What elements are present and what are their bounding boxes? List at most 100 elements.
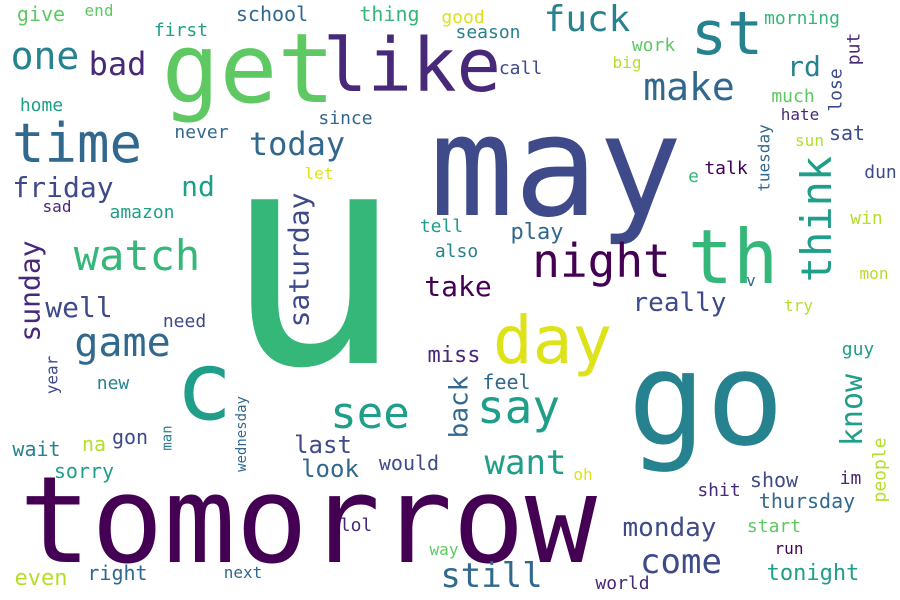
word-come: come xyxy=(640,541,722,582)
word-go: go xyxy=(627,323,785,475)
word-would: would xyxy=(378,451,440,475)
word-fuck: fuck xyxy=(543,0,631,40)
word-right: right xyxy=(87,561,148,585)
word-like: like xyxy=(322,22,502,109)
word-world: world xyxy=(595,573,650,594)
word-tonight: tonight xyxy=(766,560,860,586)
word-first: first xyxy=(153,20,209,41)
word-one: one xyxy=(10,34,80,78)
word-season: season xyxy=(455,22,521,43)
word-shit: shit xyxy=(697,480,741,501)
word-see: see xyxy=(330,388,410,439)
word-play: play xyxy=(510,220,564,245)
word-new: new xyxy=(96,373,130,394)
word-feel: feel xyxy=(482,370,531,394)
word-amazon: amazon xyxy=(109,202,175,223)
word-u: u xyxy=(222,85,404,434)
word-show: show xyxy=(749,468,799,492)
word-mon: mon xyxy=(859,264,889,283)
word-man: man xyxy=(159,425,176,451)
word-next: next xyxy=(223,562,263,582)
word-good: good xyxy=(441,7,485,28)
word-let: let xyxy=(304,163,334,183)
word-bad: bad xyxy=(88,45,147,83)
word-dun: dun xyxy=(864,162,897,183)
word-sunday: sunday xyxy=(14,240,47,342)
word-wednesday: wednesday xyxy=(233,396,250,472)
word-get: get xyxy=(161,12,336,125)
word-call: call xyxy=(498,58,543,79)
word-th: th xyxy=(687,212,779,301)
word-sad: sad xyxy=(42,197,72,216)
word-run: run xyxy=(774,538,804,558)
word-today: today xyxy=(248,125,346,163)
word-try: try xyxy=(784,296,813,315)
word-say: say xyxy=(476,380,561,434)
word-end: end xyxy=(84,1,114,20)
word-watch: watch xyxy=(73,231,201,280)
word-wait: wait xyxy=(12,437,61,461)
word-monday: monday xyxy=(622,512,717,543)
word-know: know xyxy=(835,373,870,447)
word-year: year xyxy=(42,355,61,395)
word-gon: gon xyxy=(111,425,149,449)
word-start: start xyxy=(746,515,802,537)
word-night: night xyxy=(532,234,671,288)
word-time: time xyxy=(11,111,143,175)
word-sun: sun xyxy=(795,130,824,150)
word-even: even xyxy=(14,566,68,591)
word-may: may xyxy=(429,86,683,249)
word-nd: nd xyxy=(181,170,215,203)
word-since: since xyxy=(318,108,373,129)
word-hate: hate xyxy=(780,105,820,124)
word-st: st xyxy=(690,0,764,69)
word-school: school xyxy=(235,2,309,26)
word-never: never xyxy=(174,122,229,143)
word-miss: miss xyxy=(427,343,481,368)
word-much: much xyxy=(771,86,815,107)
word-make: make xyxy=(643,65,735,109)
word-na: na xyxy=(81,432,107,456)
word-lol: lol xyxy=(339,515,373,536)
word-tomorrow: tomorrow xyxy=(19,452,597,591)
word-saturday: saturday xyxy=(282,192,316,328)
word-still: still xyxy=(440,556,543,596)
word-rd: rd xyxy=(787,50,821,83)
word-work: work xyxy=(631,35,676,56)
word-back: back xyxy=(444,375,475,438)
word-game: game xyxy=(74,319,171,366)
word-thursday: thursday xyxy=(758,488,856,513)
word-home: home xyxy=(19,95,64,116)
word-sorry: sorry xyxy=(53,458,115,483)
word-win: win xyxy=(850,208,883,229)
word-im: im xyxy=(839,468,862,489)
word-think: think xyxy=(792,155,842,282)
word-guy: guy xyxy=(841,339,875,360)
word-tuesday: tuesday xyxy=(755,123,774,192)
word-people: people xyxy=(870,437,891,503)
word-also: also xyxy=(434,241,479,262)
word-give: give xyxy=(16,2,66,26)
word-oh: oh xyxy=(573,465,593,484)
word-morning: morning xyxy=(764,8,840,29)
word-way: way xyxy=(429,539,459,559)
word-c: c xyxy=(175,332,233,442)
word-day: day xyxy=(492,302,613,379)
word-talk: talk xyxy=(704,158,748,179)
word-really: really xyxy=(632,287,727,318)
word-want: want xyxy=(484,442,567,483)
word-e: e xyxy=(688,166,699,187)
word-v: v xyxy=(746,270,756,290)
word-big: big xyxy=(612,52,642,72)
word-last: last xyxy=(294,431,352,459)
word-put: put xyxy=(842,32,864,66)
word-thing: thing xyxy=(359,2,420,26)
word-well: well xyxy=(45,291,113,324)
word-sat: sat xyxy=(828,120,866,145)
word-lose: lose xyxy=(825,68,847,112)
word-friday: friday xyxy=(12,171,114,204)
word-look: look xyxy=(301,455,359,483)
word-take: take xyxy=(424,269,492,303)
word-tell: tell xyxy=(419,216,464,237)
